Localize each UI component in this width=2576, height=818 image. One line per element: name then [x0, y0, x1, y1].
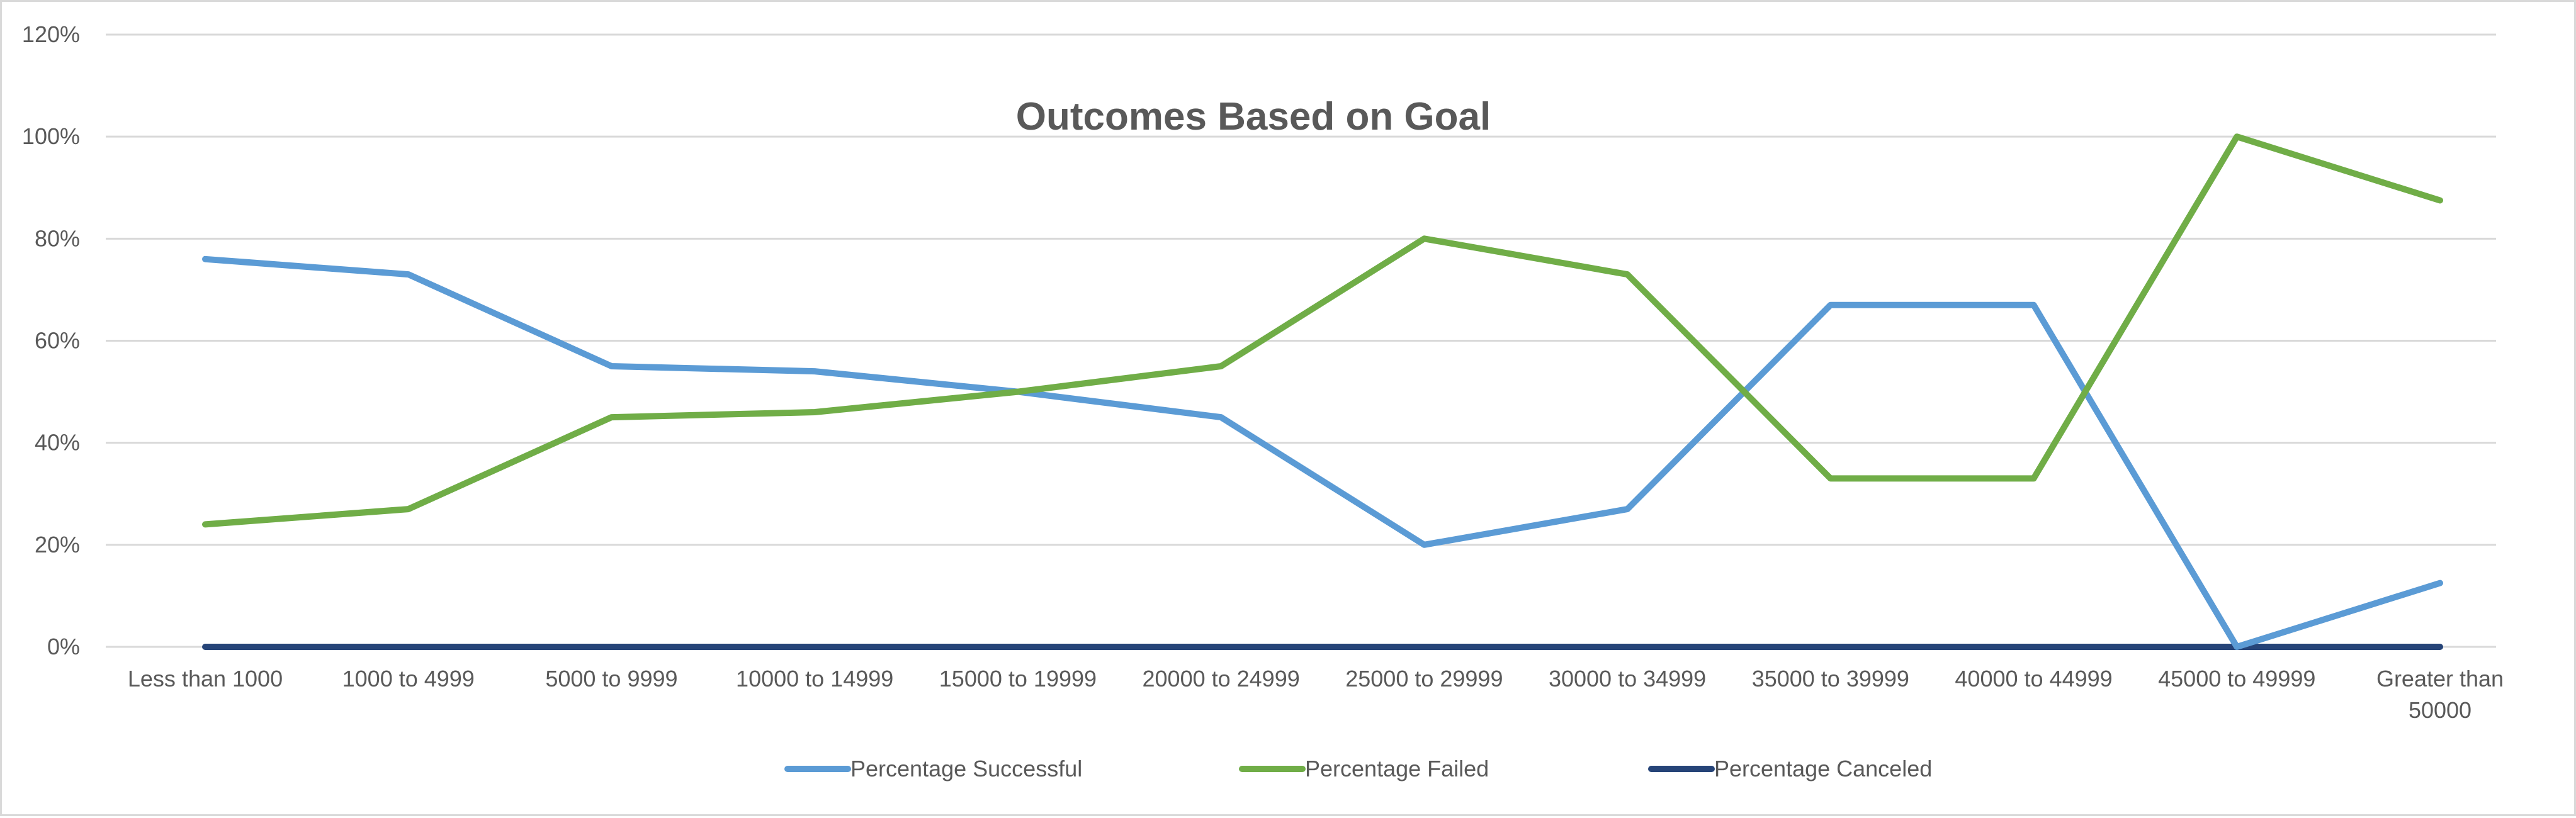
legend: Percentage Successful Percentage Failed Pe…: [784, 756, 1932, 782]
x-tick-label-line: Less than 1000: [128, 666, 283, 692]
y-tick-label: 0%: [47, 634, 80, 659]
legend-label: Percentage Canceled: [1714, 756, 1932, 782]
y-tick-label: 40%: [35, 430, 80, 456]
x-tick-label: 20000 to 24999: [1143, 666, 1300, 692]
x-tick-label: 45000 to 49999: [2158, 666, 2315, 692]
x-tick-label-line: 10000 to 14999: [736, 666, 893, 692]
x-tick-label-line: 1000 to 4999: [342, 666, 475, 692]
x-tick-label-line: 25000 to 29999: [1345, 666, 1503, 692]
x-tick-label: 5000 to 9999: [545, 666, 677, 692]
x-tick-label-line: 30000 to 34999: [1549, 666, 1706, 692]
x-tick-label: 30000 to 34999: [1549, 666, 1706, 692]
legend-label: Percentage Failed: [1305, 756, 1489, 782]
x-tick-label: 25000 to 29999: [1345, 666, 1503, 692]
series-line-percentage-successful: [202, 255, 2443, 650]
legend-label: Percentage Successful: [850, 756, 1082, 782]
x-tick-label: 40000 to 44999: [1955, 666, 2112, 692]
y-tick-label: 60%: [35, 328, 80, 354]
x-tick-label-line: 35000 to 39999: [1752, 666, 1909, 692]
x-tick-label-line: 5000 to 9999: [545, 666, 677, 692]
y-tick-label: 80%: [35, 225, 80, 251]
chart-title: Outcomes Based on Goal: [1016, 95, 1491, 138]
x-tick-label: 15000 to 19999: [939, 666, 1097, 692]
x-tick-label: Less than 1000: [128, 666, 283, 692]
x-tick-label: Greater than 50000: [2376, 666, 2504, 723]
gridlines: [106, 33, 2496, 648]
series-line-percentage-failed: [202, 133, 2443, 528]
x-tick-label-line: 15000 to 19999: [939, 666, 1097, 692]
y-tick-label: 120%: [22, 21, 80, 47]
x-tick-label-line: 20000 to 24999: [1143, 666, 1300, 692]
y-axis-tick-labels: 0% 20% 40% 60% 80% 100% 120%: [22, 21, 80, 659]
x-tick-label: 35000 to 39999: [1752, 666, 1909, 692]
x-tick-label-line: Greater than: [2376, 666, 2504, 692]
x-tick-label-line: 40000 to 44999: [1955, 666, 2112, 692]
y-tick-label: 20%: [35, 532, 80, 557]
x-axis-tick-labels: Less than 1000 1000 to 4999 5000 to 9999 10…: [128, 666, 2504, 723]
x-tick-label: 10000 to 14999: [736, 666, 893, 692]
y-tick-label: 100%: [22, 123, 80, 149]
x-tick-label-line: 45000 to 49999: [2158, 666, 2315, 692]
x-tick-label: 1000 to 4999: [342, 666, 475, 692]
series-lines: [202, 133, 2443, 650]
x-tick-label-line: 50000: [2409, 697, 2471, 723]
